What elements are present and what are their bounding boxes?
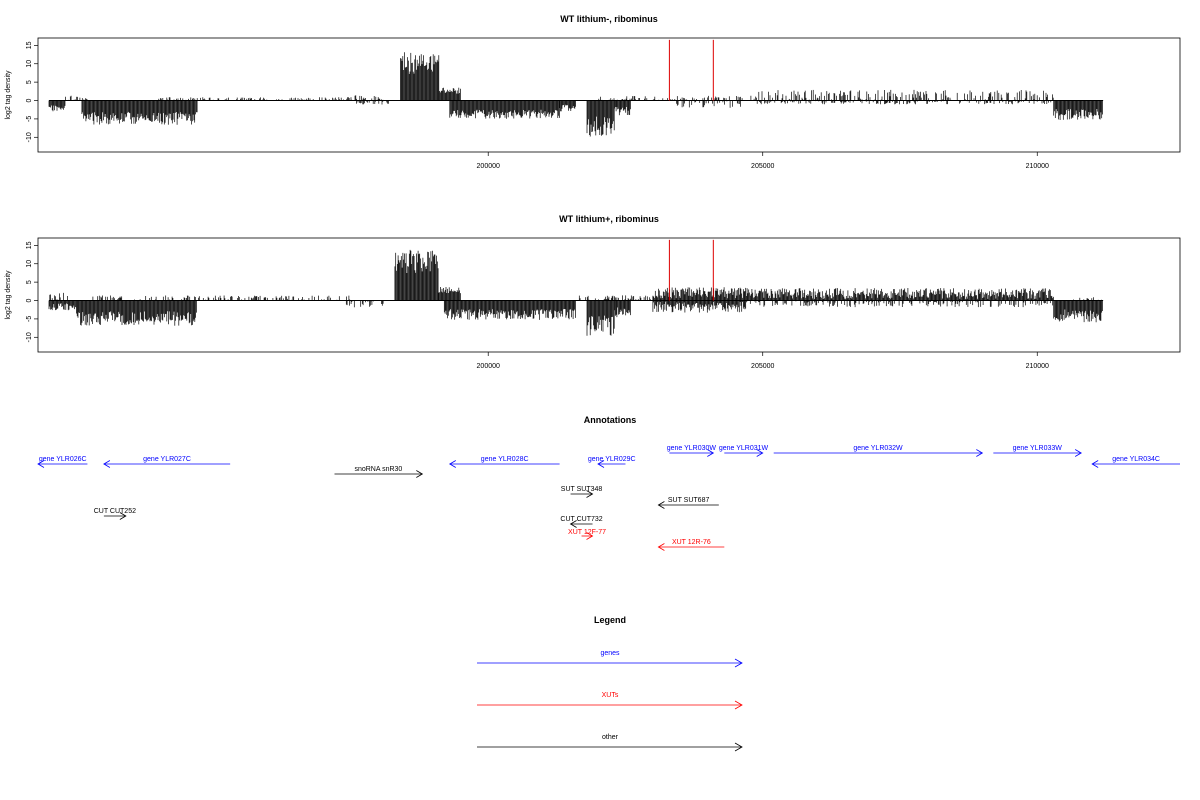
feature: snoRNA snR30 bbox=[334, 466, 424, 478]
feature: gene YLR027C bbox=[103, 456, 231, 468]
y-tick-label: -5 bbox=[26, 316, 33, 322]
y-tick-label: 10 bbox=[26, 260, 33, 268]
feature: gene YLR028C bbox=[448, 456, 560, 468]
feature-arrowhead bbox=[707, 449, 715, 457]
feature: gene YLR032W bbox=[773, 445, 984, 457]
feature-arrowhead bbox=[103, 460, 111, 468]
y-axis-label: log2 tag density bbox=[5, 270, 12, 320]
chart-title: WT lithium+, ribominus bbox=[559, 214, 659, 224]
feature-label: gene YLR031W bbox=[719, 445, 769, 452]
feature-label: XUT 12R-76 bbox=[672, 539, 711, 546]
track-panel-lithium-minus: WT lithium-, ribominus log2 tag density -1… bbox=[5, 14, 1181, 170]
feature-arrowhead bbox=[756, 449, 764, 457]
y-tick-label: 5 bbox=[26, 280, 33, 284]
y-tick-label: -5 bbox=[26, 116, 33, 122]
feature-arrowhead bbox=[448, 460, 456, 468]
chart-title: WT lithium-, ribominus bbox=[560, 14, 658, 24]
x-tick-label: 205000 bbox=[751, 363, 774, 370]
y-tick-label: 15 bbox=[26, 41, 33, 49]
feature-label: CUT CUT732 bbox=[560, 516, 602, 523]
feature: CUT CUT732 bbox=[560, 516, 603, 528]
feature-arrowhead bbox=[657, 501, 665, 509]
x-tick-label: 205000 bbox=[751, 163, 774, 170]
feature: gene YLR029C bbox=[588, 456, 636, 468]
feature-label: gene YLR027C bbox=[143, 456, 191, 463]
feature-arrowhead bbox=[976, 449, 984, 457]
y-tick-label: -10 bbox=[26, 332, 33, 342]
legend-title: Legend bbox=[594, 615, 626, 625]
feature: XUT 12F-77 bbox=[568, 529, 606, 540]
legend-panel: Legend genes XUTs other bbox=[477, 615, 743, 752]
feature-arrowhead bbox=[657, 543, 665, 551]
feature-label: XUT 12F-77 bbox=[568, 529, 606, 536]
feature-arrowhead bbox=[597, 460, 605, 468]
feature-label: SUT SUT687 bbox=[668, 497, 710, 504]
feature-arrowhead bbox=[119, 512, 127, 520]
legend-label: genes bbox=[600, 650, 620, 657]
legend-arrowhead bbox=[734, 658, 743, 668]
feature: gene YLR026C bbox=[37, 456, 88, 468]
feature-label: SUT SUT348 bbox=[561, 486, 603, 493]
feature-arrowhead bbox=[37, 460, 45, 468]
x-tick-label: 210000 bbox=[1026, 363, 1049, 370]
x-tick-label: 200000 bbox=[477, 163, 500, 170]
feature: gene YLR034C bbox=[1091, 456, 1180, 468]
legend-label: other bbox=[602, 734, 619, 741]
feature-label: gene YLR028C bbox=[481, 456, 529, 463]
feature-label: CUT CUT252 bbox=[94, 508, 136, 515]
y-tick-label: 0 bbox=[26, 98, 33, 102]
y-tick-label: 5 bbox=[26, 80, 33, 84]
annotations-panel: Annotations gene YLR026C gene YLR027C snoRN… bbox=[37, 415, 1180, 551]
feature-label: gene YLR026C bbox=[39, 456, 87, 463]
annotations-title: Annotations bbox=[584, 415, 637, 425]
feature-arrowhead bbox=[586, 490, 594, 498]
y-axis-label: log2 tag density bbox=[5, 70, 12, 120]
legend-arrowhead bbox=[734, 700, 743, 710]
feature: SUT SUT687 bbox=[657, 497, 719, 509]
feature-arrowhead bbox=[569, 520, 577, 528]
feature-arrowhead bbox=[1091, 460, 1099, 468]
x-tick-label: 210000 bbox=[1026, 163, 1049, 170]
y-tick-label: 10 bbox=[26, 60, 33, 68]
feature-arrowhead bbox=[416, 470, 424, 478]
y-tick-label: 15 bbox=[26, 241, 33, 249]
feature-arrowhead bbox=[1074, 449, 1082, 457]
plot-frame bbox=[37, 237, 1181, 353]
density-bars bbox=[48, 249, 1103, 336]
feature: gene YLR031W bbox=[719, 445, 769, 457]
density-bars bbox=[48, 52, 1103, 137]
x-tick-label: 200000 bbox=[477, 363, 500, 370]
feature: XUT 12R-76 bbox=[657, 539, 725, 551]
legend-label: XUTs bbox=[602, 692, 619, 699]
track-panel-lithium-plus: WT lithium+, ribominus log2 tag density -1… bbox=[5, 214, 1181, 370]
feature: CUT CUT252 bbox=[94, 508, 136, 520]
legend-arrowhead bbox=[734, 742, 743, 752]
feature-label: gene YLR030W bbox=[667, 445, 717, 452]
feature: SUT SUT348 bbox=[561, 486, 603, 498]
feature: gene YLR030W bbox=[667, 445, 717, 457]
feature: gene YLR033W bbox=[993, 445, 1082, 457]
y-tick-label: -10 bbox=[26, 132, 33, 142]
feature-label: snoRNA snR30 bbox=[354, 466, 402, 473]
feature-label: gene YLR029C bbox=[588, 456, 636, 463]
feature-label: gene YLR034C bbox=[1112, 456, 1160, 463]
feature-arrowhead bbox=[586, 532, 594, 540]
feature-label: gene YLR032W bbox=[853, 445, 903, 452]
feature-label: gene YLR033W bbox=[1013, 445, 1063, 452]
plot-frame bbox=[37, 37, 1181, 153]
y-tick-label: 0 bbox=[26, 298, 33, 302]
